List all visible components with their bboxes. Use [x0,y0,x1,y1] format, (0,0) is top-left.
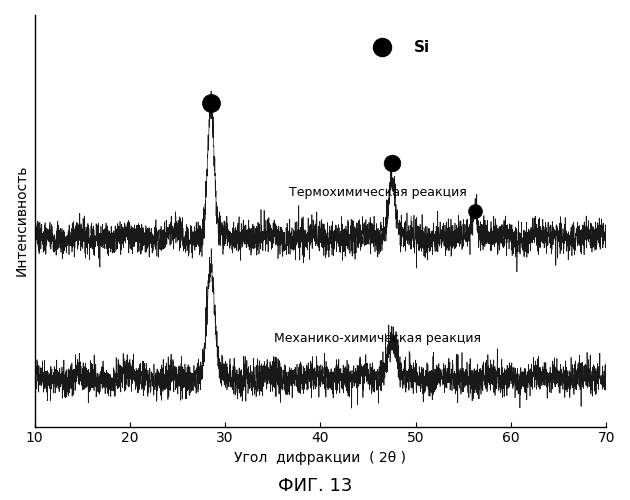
Y-axis label: Интенсивность: Интенсивность [15,165,29,276]
Text: Термохимическая реакция: Термохимическая реакция [289,186,466,198]
Text: Механико-химическая реакция: Механико-химическая реакция [274,332,481,345]
X-axis label: Угол  дифракции  ( 2θ ): Угол дифракции ( 2θ ) [234,451,406,465]
Text: ФИГ. 13: ФИГ. 13 [278,477,352,495]
Text: Si: Si [414,40,430,55]
